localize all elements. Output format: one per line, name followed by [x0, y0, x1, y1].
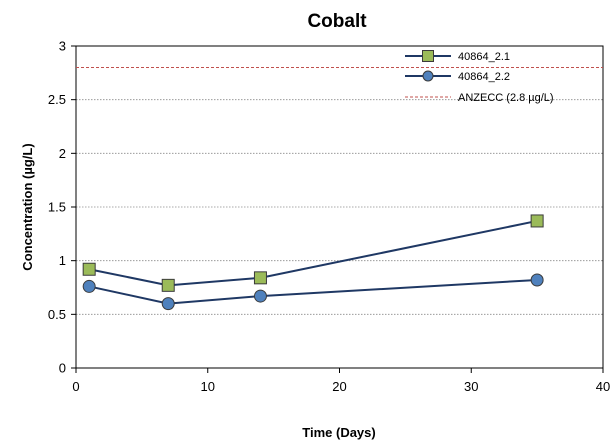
x-tick-label: 20: [332, 379, 346, 394]
y-tick-label: 0: [59, 361, 66, 376]
x-tick-label: 0: [72, 379, 79, 394]
x-tick-label: 10: [201, 379, 215, 394]
data-point-series-1: [83, 263, 95, 275]
chart-title: Cobalt: [307, 11, 367, 32]
data-point-series-2: [162, 298, 174, 310]
legend-label-series-1: 40864_2.1: [458, 51, 510, 63]
data-point-series-1: [254, 272, 266, 284]
legend: 40864_2.1 40864_2.2 ANZECC (2.8 µg/L): [405, 51, 554, 105]
y-axis-label: Concentration (µg/L): [20, 143, 35, 270]
legend-marker-series-2: [423, 71, 433, 81]
y-tick-label: 1: [59, 253, 66, 268]
data-series: [83, 215, 543, 310]
data-point-series-2: [83, 280, 95, 292]
series-line-1: [89, 221, 537, 285]
x-axis-label: Time (Days): [302, 425, 375, 440]
data-point-series-1: [162, 279, 174, 291]
legend-label-series-2: 40864_2.2: [458, 71, 510, 83]
y-tick-label: 3: [59, 39, 66, 54]
y-tick-label: 2: [59, 146, 66, 161]
legend-label-anzecc: ANZECC (2.8 µg/L): [458, 92, 554, 104]
x-tick-label: 30: [464, 379, 478, 394]
legend-marker-series-1: [423, 51, 434, 62]
x-tick-label: 40: [596, 379, 610, 394]
data-point-series-1: [531, 215, 543, 227]
data-point-series-2: [254, 290, 266, 302]
y-tick-label: 0.5: [48, 307, 66, 322]
y-tick-label: 2.5: [48, 92, 66, 107]
data-point-series-2: [531, 274, 543, 286]
y-tick-label: 1.5: [48, 200, 66, 215]
